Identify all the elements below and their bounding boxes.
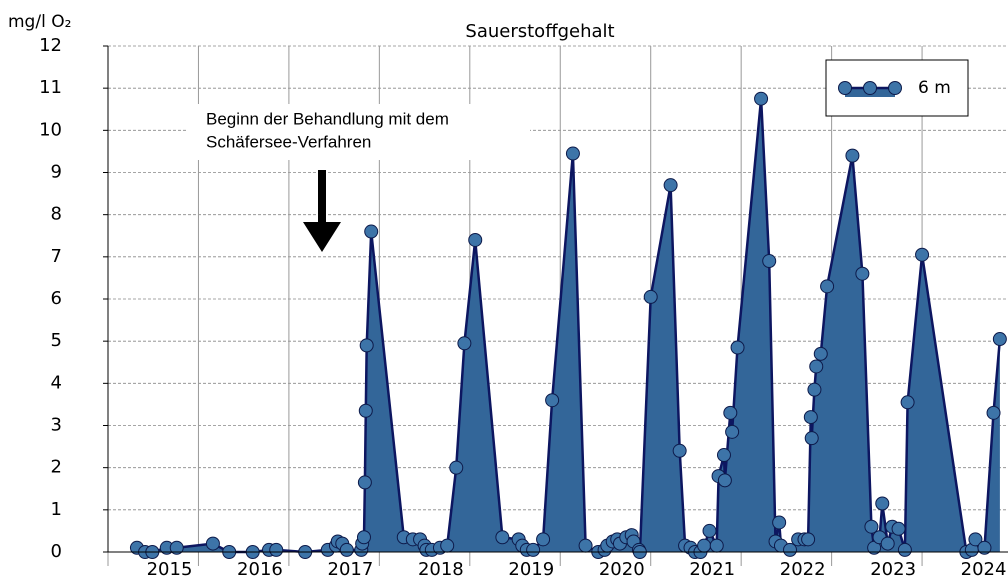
x-tick-label: 2016 [237, 559, 283, 580]
marker [169, 540, 184, 555]
y-tick-label: 7 [51, 246, 62, 267]
plot-area [129, 91, 1007, 559]
y-tick-label: 3 [51, 415, 62, 436]
marker [725, 424, 740, 439]
y-tick-label: 4 [51, 372, 62, 393]
marker [357, 475, 372, 490]
marker [468, 232, 483, 247]
legend-marker [888, 81, 902, 95]
marker [578, 538, 593, 553]
x-tick-label: 2020 [599, 559, 645, 580]
y-tick-label: 9 [51, 162, 62, 183]
marker [545, 393, 560, 408]
marker [697, 538, 712, 553]
marker [807, 382, 822, 397]
marker [986, 405, 1001, 420]
marker [880, 536, 895, 551]
legend: 6 m [825, 59, 969, 117]
y-tick-label: 8 [51, 204, 62, 225]
y-tick-label: 12 [39, 35, 62, 56]
marker [754, 91, 769, 106]
legend-marker [838, 81, 852, 95]
marker [820, 279, 835, 294]
y-tick-label: 5 [51, 330, 62, 351]
area [136, 98, 1000, 552]
x-tick-label: 2022 [780, 559, 826, 580]
marker [813, 346, 828, 361]
y-tick-label: 2 [51, 457, 62, 478]
legend-marker [863, 81, 877, 95]
annotation-arrow [303, 170, 341, 252]
marker [875, 496, 890, 511]
marker [440, 538, 455, 553]
marker [339, 542, 354, 557]
marker [762, 254, 777, 269]
marker [364, 224, 379, 239]
marker [803, 410, 818, 425]
annotation: Beginn der Behandlung mit dem [206, 109, 449, 128]
marker [495, 530, 510, 545]
marker [783, 542, 798, 557]
marker [663, 178, 678, 193]
marker [457, 336, 472, 351]
marker [772, 515, 787, 530]
marker [855, 266, 870, 281]
marker [864, 519, 879, 534]
annotation: Schäfersee-Verfahren [206, 132, 371, 151]
marker [891, 521, 906, 536]
marker [730, 340, 745, 355]
marker [536, 532, 551, 547]
marker [804, 431, 819, 446]
annotation-box [186, 104, 530, 160]
y-tick-label: 11 [39, 77, 62, 98]
legend-label: 6 m [918, 78, 951, 98]
marker [968, 532, 983, 547]
marker [205, 536, 220, 551]
x-tick-label: 2023 [870, 559, 916, 580]
marker [900, 395, 915, 410]
x-tick-label: 2021 [689, 559, 735, 580]
marker [526, 542, 541, 557]
x-tick-label: 2019 [508, 559, 554, 580]
x-tick-label: 2018 [418, 559, 464, 580]
y-tick-label: 1 [51, 499, 62, 520]
marker [359, 338, 374, 353]
y-tick-label: 6 [51, 288, 62, 309]
y-tick-label: 10 [39, 119, 62, 140]
marker [915, 247, 930, 262]
marker [809, 359, 824, 374]
marker [672, 443, 687, 458]
marker [716, 448, 731, 463]
x-tick-label: 2017 [328, 559, 374, 580]
marker [801, 532, 816, 547]
marker [356, 530, 371, 545]
marker [358, 403, 373, 418]
marker [977, 540, 992, 555]
marker [897, 542, 912, 557]
marker [702, 523, 717, 538]
marker [723, 405, 738, 420]
y-tick-label: 0 [51, 541, 62, 562]
marker [709, 538, 724, 553]
marker [643, 289, 658, 304]
x-tick-label: 2015 [147, 559, 193, 580]
x-tick-label: 2024 [961, 559, 1007, 580]
y-axis-label: mg/l O₂ [8, 12, 71, 32]
marker [565, 146, 580, 161]
marker [845, 148, 860, 163]
marker [449, 460, 464, 475]
marker [717, 473, 732, 488]
marker [992, 332, 1007, 347]
chart-title: Sauerstoffgehalt [465, 21, 614, 42]
marker [269, 542, 284, 557]
